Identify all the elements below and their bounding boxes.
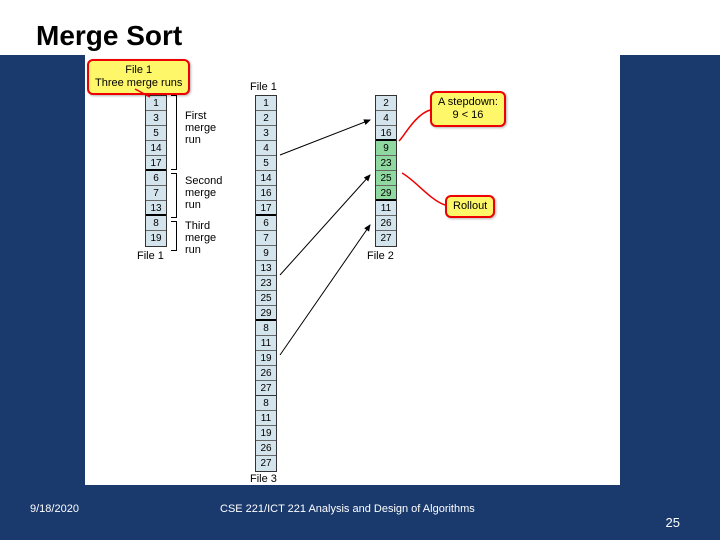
number-cell: 26 [376, 216, 396, 231]
number-cell: 27 [256, 381, 276, 396]
number-cell: 9 [376, 141, 396, 156]
number-cell: 5 [256, 156, 276, 171]
number-cell: 13 [256, 261, 276, 276]
first-run-label: First merge run [185, 110, 216, 146]
number-cell: 3 [146, 111, 166, 126]
number-cell: 23 [376, 156, 396, 171]
number-cell: 19 [256, 426, 276, 441]
number-cell: 6 [256, 216, 276, 231]
footer-page-number: 25 [666, 515, 680, 530]
file2-label: File 2 [367, 250, 394, 262]
number-cell: 11 [256, 411, 276, 426]
number-cell: 19 [146, 231, 166, 246]
number-cell: 13 [146, 201, 166, 216]
number-cell: 17 [146, 156, 166, 171]
number-cell: 11 [256, 336, 276, 351]
file1-top-column: 13514176713819 [145, 95, 167, 247]
third-run-label: Third merge run [185, 220, 216, 256]
number-cell: 29 [376, 186, 396, 201]
number-cell: 1 [146, 96, 166, 111]
number-cell: 16 [376, 126, 396, 141]
number-cell: 3 [256, 126, 276, 141]
file3-label: File 3 [250, 473, 277, 485]
file1-header-callout: File 1 Three merge runs [87, 59, 190, 95]
number-cell: 2 [376, 96, 396, 111]
number-cell: 5 [146, 126, 166, 141]
bracket-third [171, 221, 177, 251]
bracket-second [171, 173, 177, 218]
number-cell: 7 [146, 186, 166, 201]
bracket-first [171, 95, 177, 170]
number-cell: 4 [376, 111, 396, 126]
number-cell: 8 [256, 396, 276, 411]
number-cell: 23 [256, 276, 276, 291]
number-cell: 14 [146, 141, 166, 156]
slide-title: Merge Sort [30, 18, 188, 54]
file1-bottom-column: 1234514161767913232529811192627 [255, 95, 277, 397]
file3-column: 811192627 [255, 395, 277, 472]
number-cell: 6 [146, 171, 166, 186]
number-cell: 7 [256, 231, 276, 246]
number-cell: 1 [256, 96, 276, 111]
file2-column: 24169232529112627 [375, 95, 397, 247]
number-cell: 25 [376, 171, 396, 186]
footer-date: 9/18/2020 [30, 503, 79, 515]
footer-course: CSE 221/ICT 221 Analysis and Design of A… [220, 503, 475, 515]
number-cell: 25 [256, 291, 276, 306]
second-run-label: Second merge run [185, 175, 222, 211]
number-cell: 27 [256, 456, 276, 471]
number-cell: 29 [256, 306, 276, 321]
number-cell: 14 [256, 171, 276, 186]
number-cell: 17 [256, 201, 276, 216]
number-cell: 11 [376, 201, 396, 216]
file1-bottom-label: File 1 [250, 81, 277, 93]
file1-top-label: File 1 [137, 250, 164, 262]
rollout-callout: Rollout [445, 195, 495, 218]
number-cell: 26 [256, 441, 276, 456]
number-cell: 8 [146, 216, 166, 231]
number-cell: 19 [256, 351, 276, 366]
number-cell: 2 [256, 111, 276, 126]
number-cell: 16 [256, 186, 276, 201]
number-cell: 9 [256, 246, 276, 261]
number-cell: 8 [256, 321, 276, 336]
number-cell: 4 [256, 141, 276, 156]
diagram-area: 13514176713819 File 1 First merge run Se… [85, 55, 620, 485]
number-cell: 27 [376, 231, 396, 246]
stepdown-callout: A stepdown: 9 < 16 [430, 91, 506, 127]
number-cell: 26 [256, 366, 276, 381]
